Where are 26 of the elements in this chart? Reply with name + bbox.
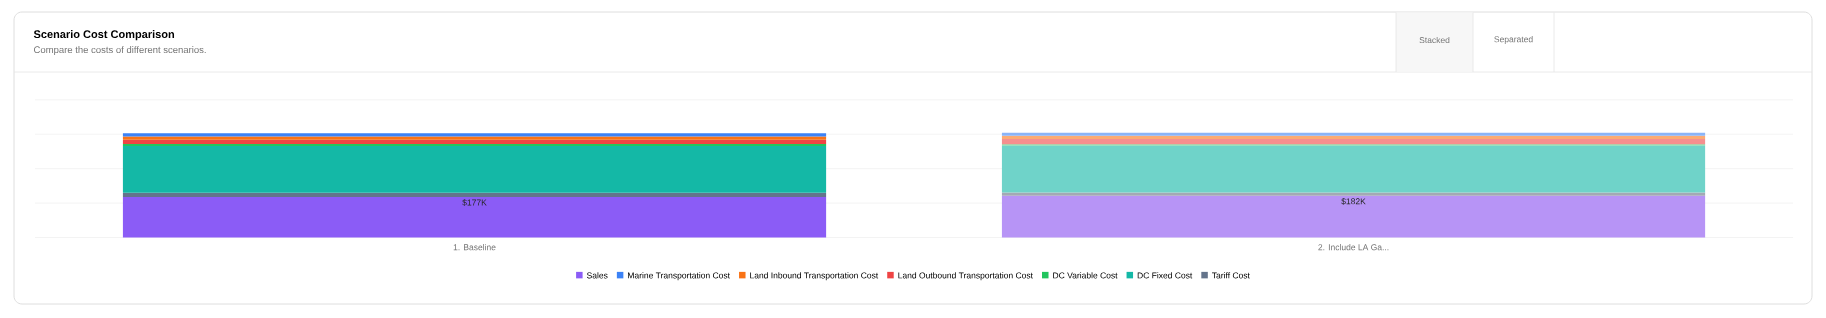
chart-subtitle: Compare the costs of different scenarios.	[34, 46, 206, 55]
bar	[122, 192, 827, 197]
x-tick-label: 2. Include LA Ga...	[1318, 244, 1389, 251]
bar	[1001, 139, 1706, 145]
x-tick-label: 1. Baseline	[453, 244, 496, 251]
bar	[1001, 195, 1706, 238]
text: Stacked	[1419, 36, 1450, 44]
data-label: $177K	[462, 199, 487, 206]
bar	[122, 145, 827, 193]
legend-label: Tariff Cost	[1212, 272, 1250, 279]
text: Separated	[1494, 36, 1533, 44]
bar	[122, 143, 827, 146]
chart-title: Scenario Cost Comparison	[33, 30, 175, 41]
legend-label: Land Outbound Transportation Cost	[898, 272, 1033, 281]
bar	[1001, 135, 1706, 140]
data-label: $182K	[1341, 197, 1366, 205]
legend-label: Land Inbound Transportation Cost	[750, 272, 879, 281]
legend-label: Marine Transportation Cost	[628, 272, 730, 281]
legend-label: DC Variable Cost	[1053, 272, 1118, 279]
legend-label: Sales	[586, 272, 608, 279]
bar	[122, 196, 827, 238]
bar	[1001, 145, 1706, 193]
legend-label: DC Fixed Cost	[1137, 272, 1193, 279]
bar	[1001, 192, 1706, 196]
bar	[1001, 132, 1706, 136]
bar	[122, 139, 827, 144]
